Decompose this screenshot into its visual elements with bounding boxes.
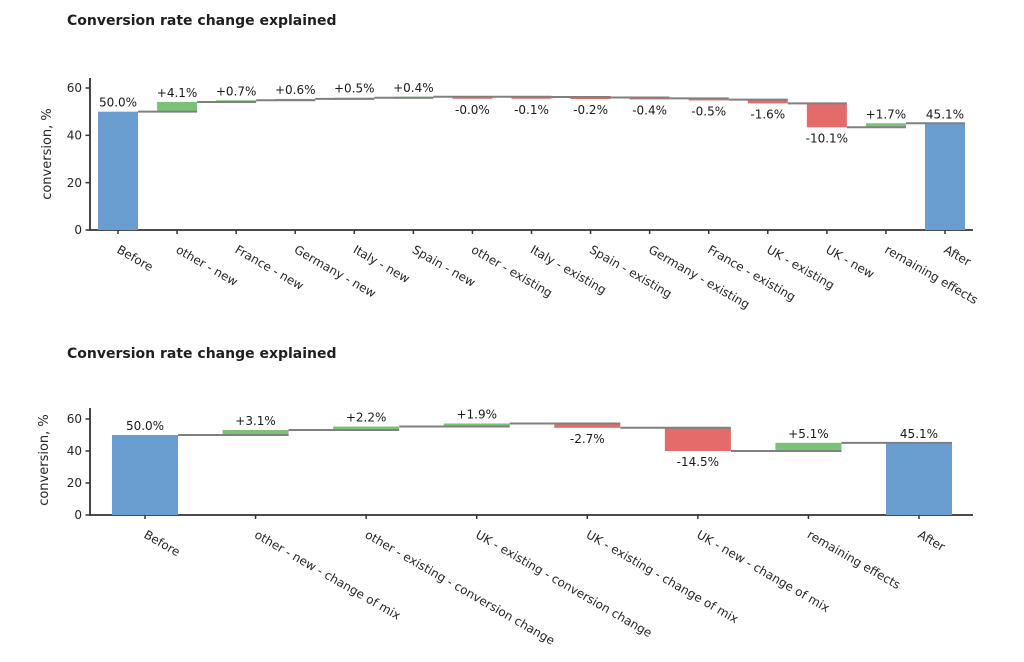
y-axis-label: conversion, % (40, 108, 55, 200)
bar-value-label: +0.6% (275, 83, 316, 97)
bar-value-label: -14.5% (677, 455, 719, 469)
y-tick-label: 60 (67, 412, 82, 426)
bar-value-label: -0.2% (573, 103, 608, 117)
x-tick-label: Germany - existing (646, 242, 752, 311)
bar-increase (333, 426, 400, 431)
bar-value-label: -0.1% (514, 103, 549, 117)
bar-value-label: +5.1% (788, 427, 829, 441)
x-tick-label: Spain - new (410, 242, 478, 289)
y-tick-label: 0 (74, 508, 82, 522)
bar-increase (443, 423, 510, 427)
bar-increase (865, 123, 906, 128)
bar-value-label: +1.9% (456, 407, 497, 421)
y-tick-label: 0 (74, 223, 82, 237)
bar-decrease (747, 99, 788, 104)
bar-value-label: 45.1% (900, 427, 938, 441)
waterfall-chart-top: Conversion rate change explained 0 20 40 60… (0, 0, 1024, 330)
x-tick-label: remaining effects (805, 527, 903, 592)
bar-value-label: +0.7% (216, 84, 257, 98)
x-tick-label: After (941, 242, 973, 269)
x-tick-label: UK - new (823, 242, 876, 281)
y-tick-label: 20 (67, 176, 82, 190)
y-tick-label: 20 (67, 476, 82, 490)
bar-value-label: -0.5% (691, 104, 726, 118)
y-tick-label: 40 (67, 444, 82, 458)
waterfall-chart-bottom: Conversion rate change explained 0 20 40 60… (0, 330, 1024, 662)
y-tick-label: 60 (67, 81, 82, 95)
bar-decrease (554, 423, 621, 428)
x-tick-label: Before (142, 527, 183, 559)
bar-value-label: -10.1% (806, 131, 848, 145)
bar-value-label: -2.7% (570, 432, 605, 446)
bar-value-label: +3.1% (235, 414, 276, 428)
chart-title: Conversion rate change explained (67, 346, 337, 362)
bar-total (98, 111, 138, 230)
bar-total (885, 442, 952, 515)
x-tick-label: Before (115, 242, 156, 274)
bar-decrease (806, 103, 847, 128)
x-tick-label: other - new (174, 242, 241, 289)
bar-value-label: 50.0% (126, 419, 164, 433)
bar-total (112, 435, 178, 515)
bar-value-label: -0.4% (632, 103, 667, 117)
bar-value-label: 45.1% (926, 107, 964, 121)
waterfall-plot-top: 0 20 40 60 conversion, % Before 50.0% other - n… (40, 78, 980, 312)
x-tick-label: UK - existing - conversion change (473, 527, 654, 640)
bar-total (924, 123, 965, 230)
bar-increase (222, 430, 289, 435)
x-tick-label: After (915, 527, 947, 554)
bar-value-label: +4.1% (157, 86, 198, 100)
y-tick-label: 40 (67, 129, 82, 143)
bar-increase (775, 442, 842, 451)
x-tick-label: other - existing - conversion change (363, 527, 557, 647)
bar-value-label: +1.7% (866, 107, 907, 121)
bar-value-label: -0.0% (455, 103, 490, 117)
y-axis-label: conversion, % (37, 414, 52, 506)
chart-title: Conversion rate change explained (67, 13, 337, 29)
bar-value-label: +2.2% (346, 411, 387, 425)
bar-decrease (664, 427, 731, 451)
bar-value-label: +0.5% (334, 82, 375, 96)
bar-value-label: +0.4% (393, 81, 434, 95)
bar-value-label: 50.0% (99, 96, 137, 110)
bar-value-label: -1.6% (750, 107, 785, 121)
bar-increase (157, 101, 198, 112)
